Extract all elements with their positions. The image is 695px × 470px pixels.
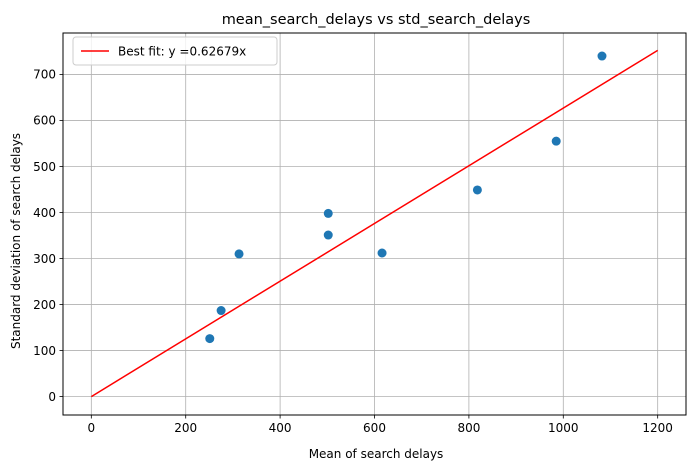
scatter-point bbox=[597, 51, 607, 61]
x-tick-label: 400 bbox=[269, 421, 292, 435]
y-axis-ticks: 0 100 200 300 400 500 600 700 bbox=[33, 68, 63, 404]
y-tick-label: 400 bbox=[33, 206, 56, 220]
x-tick-label: 1000 bbox=[548, 421, 579, 435]
y-tick-label: 100 bbox=[33, 344, 56, 358]
x-axis-label: Mean of search delays bbox=[309, 447, 444, 461]
scatter-point bbox=[205, 334, 215, 344]
x-axis-ticks: 0 200 400 600 800 1000 1200 bbox=[87, 415, 673, 435]
x-tick-label: 600 bbox=[363, 421, 386, 435]
grid bbox=[63, 33, 686, 415]
scatter-point bbox=[472, 185, 482, 195]
x-tick-label: 800 bbox=[457, 421, 480, 435]
x-tick-label: 0 bbox=[87, 421, 95, 435]
y-tick-label: 600 bbox=[33, 114, 56, 128]
y-tick-label: 0 bbox=[48, 390, 56, 404]
chart-title: mean_search_delays vs std_search_delays bbox=[222, 12, 531, 28]
legend-label-best-fit: Best fit: y =0.62679x bbox=[118, 45, 246, 59]
scatter-point bbox=[551, 136, 561, 146]
legend: Best fit: y =0.62679x bbox=[72, 36, 278, 66]
x-tick-label: 1200 bbox=[642, 421, 673, 435]
y-tick-label: 700 bbox=[33, 68, 56, 82]
best-fit-line bbox=[90, 49, 659, 398]
y-tick-label: 500 bbox=[33, 160, 56, 174]
x-tick-label: 200 bbox=[174, 421, 197, 435]
y-tick-label: 200 bbox=[33, 298, 56, 312]
scatter-point bbox=[234, 249, 244, 259]
y-tick-label: 300 bbox=[33, 252, 56, 266]
y-axis-label: Standard deviation of search delays bbox=[9, 133, 23, 349]
scatter-point bbox=[377, 248, 387, 258]
fit-line-layer bbox=[90, 49, 659, 398]
legend-box bbox=[72, 36, 278, 66]
scatter-point bbox=[323, 230, 333, 240]
scatter-point bbox=[323, 208, 333, 218]
scatter-point bbox=[216, 306, 226, 316]
points-layer bbox=[205, 51, 607, 344]
